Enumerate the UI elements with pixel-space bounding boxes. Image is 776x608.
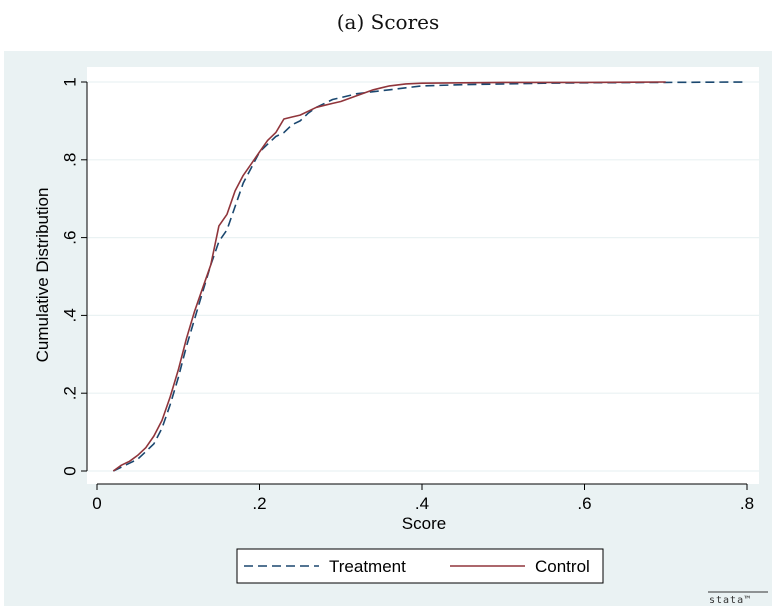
legend-label-treatment: Treatment <box>329 557 406 576</box>
y-axis-title: Cumulative Distribution <box>33 188 52 363</box>
y-tick-label-2: .4 <box>61 308 80 322</box>
y-tick-label-5: 1 <box>61 77 80 86</box>
legend-box <box>236 548 604 584</box>
y-tick-label-1: .2 <box>61 386 80 400</box>
x-tick-label-4: .8 <box>740 494 754 513</box>
series-layer <box>112 81 748 472</box>
y-tick-label-4: .8 <box>61 153 80 167</box>
axes: 0 .2 .4 .6 .8 1 0 .2 .4 .6 .8 <box>61 77 755 513</box>
plot-region <box>87 67 759 484</box>
y-tick-label-3: .6 <box>61 231 80 245</box>
x-axis-title: Score <box>402 514 446 533</box>
x-tick-label-1: .2 <box>252 494 266 513</box>
x-tick-label-3: .6 <box>577 494 591 513</box>
chart-caption: (a) Scores <box>336 10 440 34</box>
x-tick-label-2: .4 <box>415 494 429 513</box>
series-line-treatment <box>112 81 748 472</box>
legend: Treatment Control <box>236 548 604 584</box>
x-tick-label-0: 0 <box>92 494 101 513</box>
series-line-control <box>112 81 666 472</box>
stata-watermark: stata™ <box>709 595 751 606</box>
y-tick-label-0: 0 <box>61 466 80 475</box>
legend-label-control: Control <box>535 557 590 576</box>
